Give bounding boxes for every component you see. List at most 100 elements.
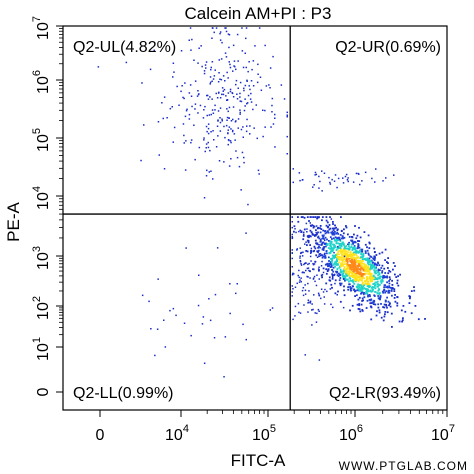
event-point (239, 109, 241, 111)
event-point (389, 278, 391, 281)
event-point (367, 234, 370, 237)
event-point (188, 113, 191, 116)
event-point (156, 328, 159, 330)
event-point (310, 260, 312, 262)
event-point (209, 76, 212, 78)
event-point (342, 241, 344, 244)
event-point (358, 240, 361, 242)
event-point (344, 268, 347, 271)
event-point (235, 68, 237, 71)
event-point (339, 277, 342, 279)
event-point (378, 311, 381, 314)
event-point (334, 231, 336, 233)
event-point (361, 265, 364, 268)
event-point (314, 312, 316, 314)
event-point (301, 255, 304, 257)
event-point (361, 250, 363, 253)
event-point (371, 278, 374, 281)
event-point (394, 294, 396, 296)
event-point (292, 288, 294, 290)
event-point (198, 146, 201, 149)
event-point (385, 304, 388, 307)
y-tick-label: 105 (31, 128, 52, 152)
event-point (392, 268, 394, 271)
event-point (413, 289, 416, 292)
event-point (319, 238, 322, 241)
quadrant-label: Q2-LL(0.99%) (73, 385, 174, 402)
y-tick-label: 0 (35, 387, 52, 396)
event-point (245, 232, 247, 234)
event-point (355, 258, 357, 261)
event-point (325, 268, 328, 271)
event-point (367, 282, 370, 285)
event-point (417, 318, 420, 321)
x-tick-exponent: 7 (449, 423, 455, 435)
event-point (221, 87, 224, 89)
event-point (335, 238, 338, 241)
event-point (334, 240, 337, 242)
event-point (342, 278, 345, 280)
event-point (338, 238, 340, 240)
event-point (232, 44, 235, 47)
event-point (359, 236, 362, 239)
event-point (345, 250, 348, 253)
event-point (340, 252, 343, 255)
event-point (383, 289, 385, 292)
event-point (379, 269, 381, 271)
event-point (312, 278, 315, 280)
event-point (306, 267, 309, 270)
event-point (309, 235, 311, 237)
event-point (291, 291, 293, 293)
event-point (333, 238, 336, 241)
event-point (324, 242, 327, 245)
event-point (347, 272, 350, 275)
event-point (365, 307, 368, 309)
event-point (333, 247, 335, 250)
event-point (304, 243, 306, 245)
event-point (330, 283, 333, 286)
event-point (227, 129, 229, 131)
event-point (205, 67, 207, 69)
event-point (382, 291, 385, 294)
event-point (291, 285, 293, 287)
event-point (304, 289, 307, 292)
event-point (343, 268, 345, 270)
event-point (210, 113, 212, 116)
event-point (355, 257, 357, 260)
event-point (323, 247, 325, 250)
event-point (343, 294, 346, 297)
event-point (348, 257, 351, 260)
event-point (271, 307, 274, 309)
event-point (359, 183, 361, 186)
event-point (318, 266, 320, 268)
event-point (335, 249, 338, 251)
event-point (304, 262, 307, 264)
event-point (334, 256, 337, 258)
event-point (311, 224, 314, 227)
event-point (339, 238, 341, 241)
event-point (381, 290, 384, 293)
event-point (318, 310, 320, 312)
event-point (235, 83, 237, 86)
event-point (365, 264, 367, 267)
event-point (309, 270, 311, 273)
event-point (317, 236, 319, 239)
event-point (382, 319, 385, 322)
event-point (339, 250, 342, 253)
event-point (241, 50, 244, 52)
event-point (183, 142, 185, 144)
event-point (240, 189, 242, 191)
event-point (318, 294, 320, 296)
event-point (357, 244, 360, 247)
event-point (163, 96, 166, 98)
event-point (378, 273, 381, 276)
event-point (234, 121, 237, 123)
event-point (332, 266, 335, 269)
event-point (346, 260, 348, 263)
event-point (387, 300, 390, 303)
event-point (367, 253, 370, 256)
event-point (368, 298, 371, 301)
event-point (397, 275, 399, 278)
event-point (271, 111, 273, 113)
event-point (401, 320, 403, 323)
